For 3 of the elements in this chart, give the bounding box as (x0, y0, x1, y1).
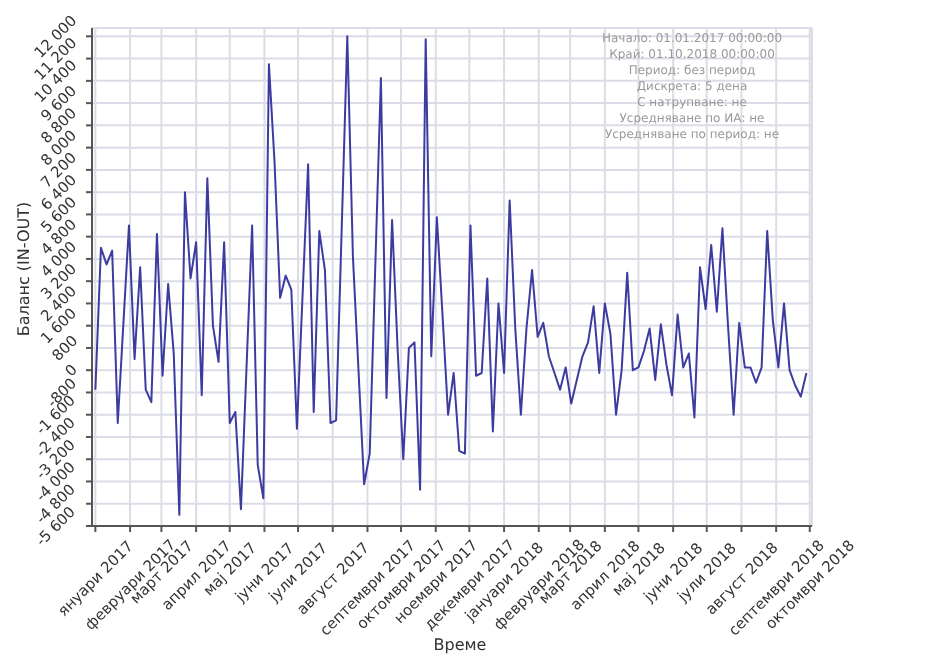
line-series (94, 35, 808, 516)
x-axis-title: Време (431, 636, 489, 654)
y-axis-title: Баланс (IN-OUT) (15, 199, 33, 341)
